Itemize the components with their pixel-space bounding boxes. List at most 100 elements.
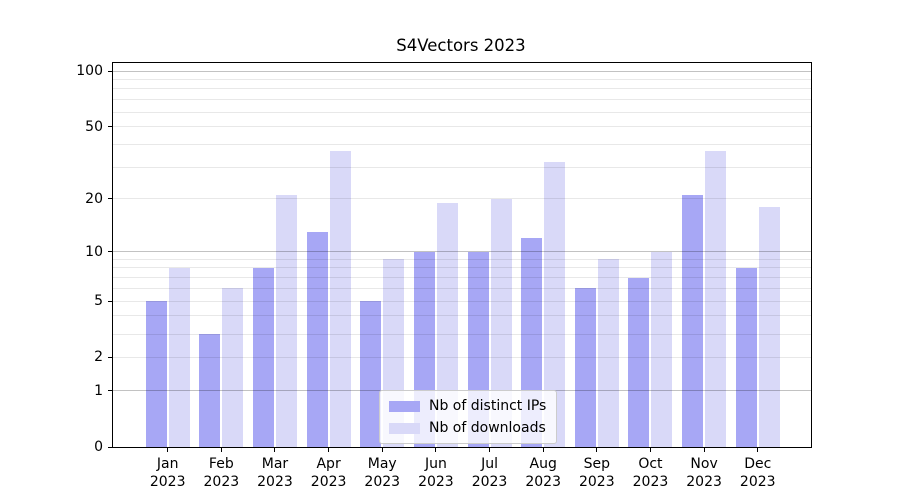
bar-distinct-ips <box>682 195 704 447</box>
y-tick <box>108 390 113 392</box>
y-tick <box>108 70 113 72</box>
legend-entry: Nb of downloads <box>389 420 546 436</box>
bar-distinct-ips <box>199 334 221 447</box>
x-tick-label: May 2023 <box>350 455 414 491</box>
x-tick-label: Jul 2023 <box>458 455 522 491</box>
x-tick-month: Dec <box>744 456 772 472</box>
x-tick-year: 2023 <box>149 474 186 490</box>
y-tick-label: 1 <box>94 382 103 399</box>
x-tick <box>435 447 437 452</box>
minor-gridline <box>113 143 811 145</box>
x-tick-month: Nov <box>690 456 718 472</box>
x-tick-year: 2023 <box>739 474 776 490</box>
bar-downloads <box>275 195 297 447</box>
y-tick-label: 0 <box>94 439 103 455</box>
x-tick-year: 2023 <box>257 474 293 490</box>
y-tick <box>108 300 113 302</box>
x-tick-label: Apr 2023 <box>297 455 361 491</box>
bar-distinct-ips <box>735 267 757 447</box>
minor-gridline <box>113 99 811 101</box>
x-tick-year: 2023 <box>525 474 561 490</box>
legend-label: Nb of distinct IPs <box>429 398 547 414</box>
bar-downloads <box>222 288 244 447</box>
x-tick-year: 2023 <box>471 474 508 490</box>
x-tick <box>328 447 330 452</box>
x-tick-month: Sep <box>583 456 610 472</box>
bar-distinct-ips <box>306 231 328 447</box>
x-tick <box>274 447 276 452</box>
bar-downloads <box>544 162 566 447</box>
plot-area: Nb of distinct IPs Nb of downloads 0 1 2 5 10… <box>76 62 812 490</box>
bar-downloads <box>490 198 512 447</box>
bar-downloads <box>705 150 727 447</box>
y-tick-label: 2 <box>94 349 103 366</box>
y-tick <box>108 251 113 253</box>
bar-downloads <box>758 207 780 447</box>
y-tick-label: 20 <box>85 190 103 207</box>
x-tick-month: Apr <box>316 456 341 472</box>
x-tick-label: Mar 2023 <box>243 455 307 491</box>
legend-entry: Nb of distinct IPs <box>389 398 546 414</box>
y-tick <box>108 126 113 128</box>
y-tick-label: 10 <box>85 243 103 260</box>
bar-distinct-ips <box>252 267 274 447</box>
bar-downloads <box>329 150 351 447</box>
x-tick-month: May <box>367 456 397 472</box>
x-tick-month: Jan <box>156 456 179 472</box>
bar-downloads <box>168 267 190 447</box>
x-tick <box>596 447 598 452</box>
x-tick <box>757 447 759 452</box>
bar-downloads <box>436 202 458 447</box>
x-tick-month: Jul <box>481 456 498 472</box>
legend: Nb of distinct IPs Nb of downloads <box>379 390 558 444</box>
x-tick-year: 2023 <box>632 474 669 490</box>
minor-gridline <box>113 78 811 80</box>
x-tick-month: Oct <box>638 456 663 472</box>
y-tick <box>108 446 113 448</box>
x-tick <box>703 447 705 452</box>
bar-distinct-ips <box>574 288 596 447</box>
x-tick-month: Aug <box>529 456 557 472</box>
x-tick-label: Jan 2023 <box>136 455 200 491</box>
x-tick-month: Feb <box>208 456 234 472</box>
x-tick-year: 2023 <box>578 474 615 490</box>
legend-swatch <box>389 400 420 412</box>
x-tick <box>167 447 169 452</box>
x-tick-month: Jun <box>424 456 447 472</box>
x-tick-label: Feb 2023 <box>189 455 253 491</box>
legend-swatch <box>389 422 420 434</box>
chart-title: S4Vectors 2023 <box>396 36 526 55</box>
bar-distinct-ips <box>145 301 167 447</box>
bar-distinct-ips <box>360 301 382 447</box>
bar-distinct-ips <box>628 277 650 447</box>
minor-gridline <box>113 88 811 90</box>
x-tick <box>542 447 544 452</box>
bar-downloads <box>597 259 619 447</box>
x-tick-label: Nov 2023 <box>672 455 736 491</box>
x-tick-year: 2023 <box>686 474 722 490</box>
x-tick-year: 2023 <box>418 474 454 490</box>
x-tick-year: 2023 <box>310 474 347 490</box>
x-tick-label: Jun 2023 <box>404 455 468 491</box>
x-tick-month: Mar <box>261 456 289 472</box>
x-tick <box>381 447 383 452</box>
legend-label: Nb of downloads <box>429 420 546 436</box>
x-tick <box>489 447 491 452</box>
x-tick-year: 2023 <box>203 474 240 490</box>
major-gridline <box>113 70 811 72</box>
x-tick <box>220 447 222 452</box>
minor-gridline <box>113 111 811 113</box>
bar-downloads <box>651 251 673 447</box>
x-tick-label: Dec 2023 <box>726 455 790 491</box>
x-tick-label: Oct 2023 <box>618 455 682 491</box>
y-tick <box>108 198 113 200</box>
y-tick-label: 50 <box>85 118 103 135</box>
x-tick-label: Sep 2023 <box>565 455 629 491</box>
x-tick-year: 2023 <box>364 474 401 490</box>
y-tick-label: 100 <box>76 63 103 79</box>
minor-gridline <box>113 126 811 128</box>
y-tick-label: 5 <box>94 293 103 310</box>
y-tick <box>108 356 113 358</box>
x-tick <box>649 447 651 452</box>
